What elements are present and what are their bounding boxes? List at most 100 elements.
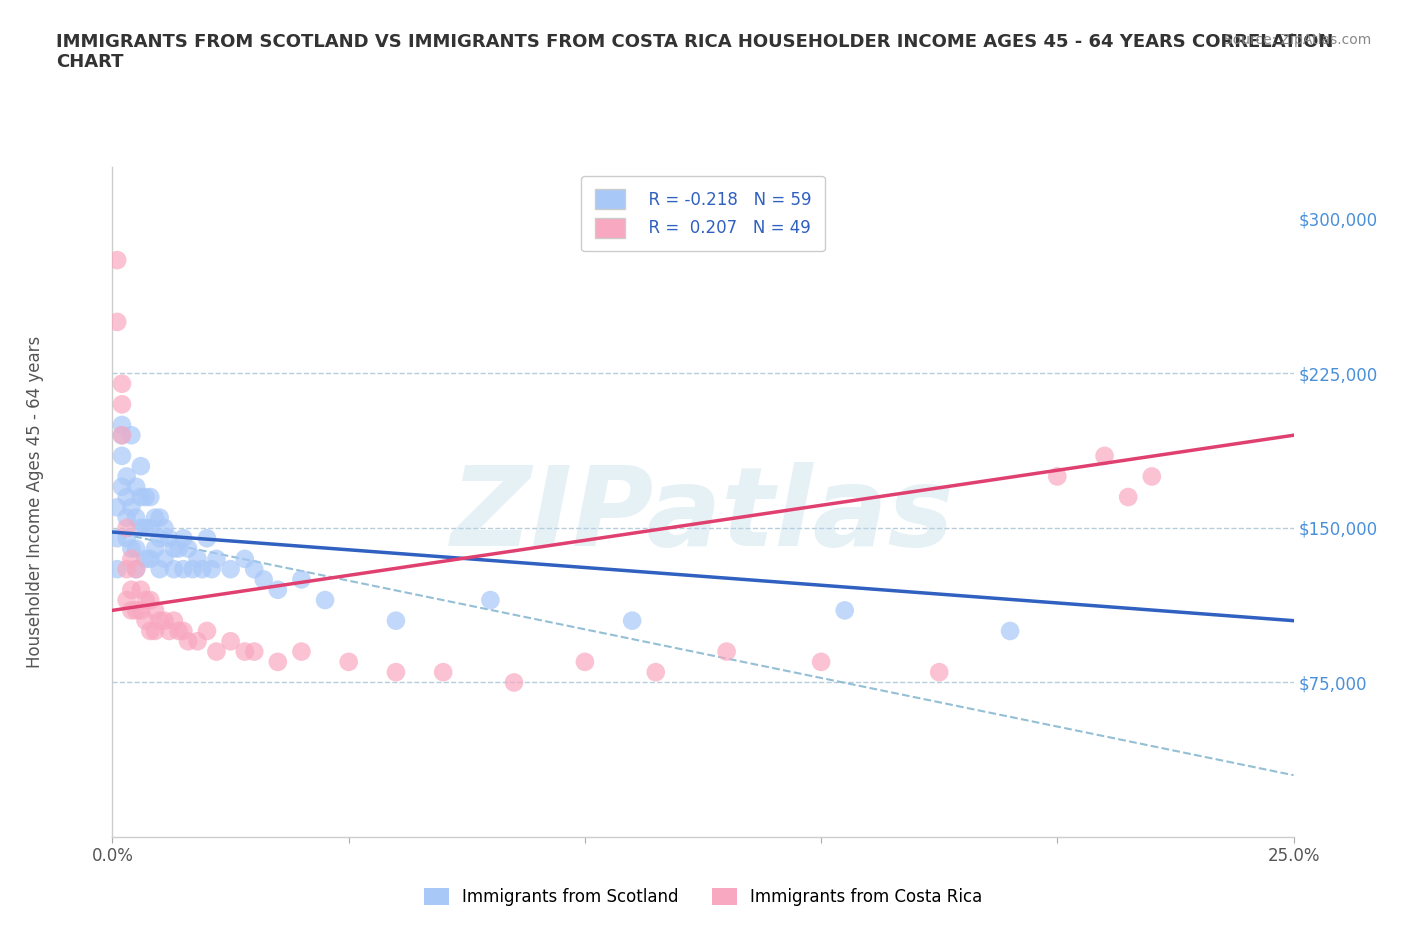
- Point: [125, 541, 148, 556]
- Text: Householder Income Ages 45 - 64 years: Householder Income Ages 45 - 64 years: [27, 336, 44, 669]
- Point: [205, 551, 228, 566]
- Text: Source: ZipAtlas.com: Source: ZipAtlas.com: [1223, 33, 1371, 46]
- Point: [120, 582, 142, 597]
- Point: [186, 634, 208, 649]
- Text: IMMIGRANTS FROM SCOTLAND VS IMMIGRANTS FROM COSTA RICA HOUSEHOLDER INCOME AGES 4: IMMIGRANTS FROM SCOTLAND VS IMMIGRANTS F…: [56, 33, 1334, 72]
- Point: [139, 521, 162, 536]
- Point: [111, 397, 134, 412]
- Point: [120, 551, 142, 566]
- Legend: Immigrants from Scotland, Immigrants from Costa Rica: Immigrants from Scotland, Immigrants fro…: [418, 881, 988, 912]
- Point: [105, 531, 128, 546]
- Point: [153, 613, 176, 628]
- Point: [139, 489, 162, 504]
- Point: [120, 428, 142, 443]
- Point: [125, 603, 148, 618]
- Point: [163, 562, 186, 577]
- Point: [1140, 469, 1163, 484]
- Point: [219, 634, 242, 649]
- Point: [1116, 489, 1139, 504]
- Point: [186, 551, 208, 566]
- Point: [105, 500, 128, 515]
- Point: [125, 511, 148, 525]
- Point: [149, 562, 172, 577]
- Point: [135, 521, 157, 536]
- Point: [479, 592, 502, 607]
- Point: [267, 582, 290, 597]
- Point: [135, 551, 157, 566]
- Point: [290, 572, 312, 587]
- Point: [120, 603, 142, 618]
- Point: [129, 582, 152, 597]
- Point: [163, 613, 186, 628]
- Point: [125, 479, 148, 494]
- Point: [149, 613, 172, 628]
- Point: [135, 489, 157, 504]
- Point: [253, 572, 276, 587]
- Point: [139, 623, 162, 638]
- Text: ZIPatlas: ZIPatlas: [451, 462, 955, 569]
- Point: [111, 418, 134, 432]
- Point: [153, 521, 176, 536]
- Point: [172, 531, 194, 546]
- Point: [111, 428, 134, 443]
- Point: [574, 655, 596, 670]
- Point: [135, 592, 157, 607]
- Point: [163, 541, 186, 556]
- Point: [111, 448, 134, 463]
- Point: [267, 655, 290, 670]
- Point: [314, 592, 336, 607]
- Point: [201, 562, 224, 577]
- Point: [149, 511, 172, 525]
- Point: [143, 541, 166, 556]
- Point: [195, 623, 218, 638]
- Point: [998, 623, 1021, 638]
- Point: [503, 675, 526, 690]
- Point: [810, 655, 832, 670]
- Point: [205, 644, 228, 659]
- Point: [143, 623, 166, 638]
- Point: [129, 521, 152, 536]
- Point: [191, 562, 214, 577]
- Point: [716, 644, 738, 659]
- Point: [115, 531, 138, 546]
- Point: [125, 562, 148, 577]
- Point: [125, 562, 148, 577]
- Point: [111, 479, 134, 494]
- Point: [621, 613, 644, 628]
- Point: [115, 521, 138, 536]
- Point: [172, 562, 194, 577]
- Legend:   R = -0.218   N = 59,   R =  0.207   N = 49: R = -0.218 N = 59, R = 0.207 N = 49: [581, 176, 825, 251]
- Point: [157, 531, 180, 546]
- Point: [120, 541, 142, 556]
- Point: [219, 562, 242, 577]
- Point: [834, 603, 856, 618]
- Point: [644, 665, 666, 680]
- Point: [195, 531, 218, 546]
- Point: [129, 603, 152, 618]
- Point: [115, 592, 138, 607]
- Point: [139, 551, 162, 566]
- Point: [1046, 469, 1069, 484]
- Point: [143, 511, 166, 525]
- Point: [385, 613, 408, 628]
- Point: [115, 469, 138, 484]
- Point: [177, 634, 200, 649]
- Point: [149, 531, 172, 546]
- Point: [105, 562, 128, 577]
- Point: [153, 551, 176, 566]
- Point: [385, 665, 408, 680]
- Point: [233, 644, 256, 659]
- Point: [135, 613, 157, 628]
- Point: [243, 562, 266, 577]
- Point: [143, 603, 166, 618]
- Point: [115, 511, 138, 525]
- Point: [233, 551, 256, 566]
- Point: [181, 562, 204, 577]
- Point: [129, 489, 152, 504]
- Point: [115, 489, 138, 504]
- Point: [129, 458, 152, 473]
- Point: [172, 623, 194, 638]
- Point: [167, 623, 190, 638]
- Point: [167, 541, 190, 556]
- Point: [105, 314, 128, 329]
